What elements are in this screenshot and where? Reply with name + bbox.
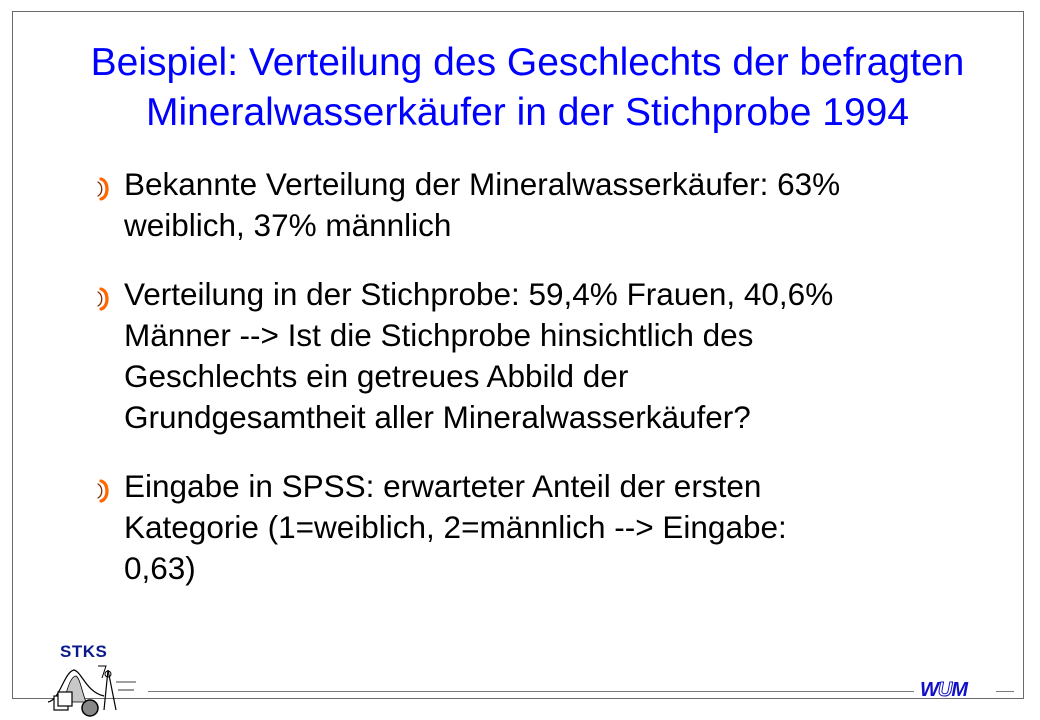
bullet-line: Kategorie (1=weiblich, 2=männlich --> Ei… <box>124 509 787 545</box>
slide-frame <box>12 11 1024 699</box>
bullet-line: weiblich, 37% männlich <box>124 207 452 243</box>
crescent-bullet-icon <box>97 177 109 201</box>
slide-title: Beispiel: Verteilung des Geschlechts der… <box>35 38 1020 138</box>
bullet-item-spss-input: Eingabe in SPSS: erwarteter Anteil der e… <box>92 466 992 589</box>
bullet-line: Verteilung in der Stichprobe: 59,4% Frau… <box>124 276 834 312</box>
slide-title-line-1: Beispiel: Verteilung des Geschlechts der… <box>90 41 965 84</box>
bullet-line: Bekannte Verteilung der Mineralwasserkäu… <box>124 166 841 202</box>
bullet-list: Bekannte Verteilung der Mineralwasserkäu… <box>92 164 992 617</box>
bullet-line: Geschlechts ein getreues Abbild der <box>124 358 629 394</box>
wum-logo-letter-m: M <box>951 679 968 701</box>
footer-divider-left <box>148 691 914 692</box>
stks-label: STKS <box>60 642 108 661</box>
slide-title-line-2: Mineralwasserkäufer in der Stichprobe 19… <box>145 91 910 134</box>
bullet-item-known-distribution: Bekannte Verteilung der Mineralwasserkäu… <box>92 164 992 246</box>
bullet-line: Eingabe in SPSS: erwarteter Anteil der e… <box>124 468 762 504</box>
bullet-line: 0,63) <box>124 550 196 586</box>
crescent-bullet-icon <box>97 479 109 503</box>
crescent-bullet-icon <box>97 287 109 311</box>
bullet-line: Grundgesamtheit aller Mineralwasserkäufe… <box>124 399 751 435</box>
wum-logo-letter-w: W <box>920 679 939 701</box>
wum-logo-icon: WUM <box>920 679 968 702</box>
wum-logo-letter-u: U <box>937 679 953 702</box>
bullet-item-sample-distribution: Verteilung in der Stichprobe: 59,4% Frau… <box>92 274 992 438</box>
statistics-logo-icon <box>47 665 136 717</box>
bullet-line: Männer --> Ist die Stichprobe hinsichtli… <box>124 317 754 353</box>
footer-divider-right <box>996 691 1014 692</box>
